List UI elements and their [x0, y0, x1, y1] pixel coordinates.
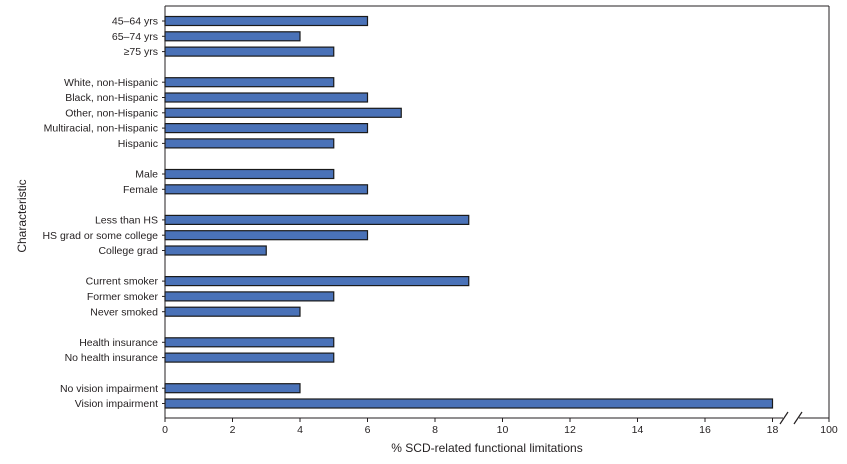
- category-label: White, non-Hispanic: [64, 77, 158, 89]
- x-tick-label: 12: [564, 424, 576, 436]
- category-label: Never smoked: [90, 306, 158, 318]
- bar: [164, 291, 335, 302]
- bar: [164, 31, 301, 42]
- x-tick-label: 8: [432, 424, 438, 436]
- bar: [164, 352, 335, 363]
- bar: [164, 77, 335, 88]
- y-axis-title: Characteristic: [15, 179, 29, 252]
- x-tick-label: 0: [162, 424, 168, 436]
- bar: [164, 276, 470, 287]
- category-label: No health insurance: [65, 352, 159, 364]
- axis-break-mark: [793, 411, 803, 425]
- plot-frame: [162, 5, 830, 425]
- bars: [164, 15, 774, 409]
- x-tick-label: 14: [632, 424, 644, 436]
- bar: [164, 107, 402, 118]
- bar: [164, 230, 369, 241]
- category-label: Health insurance: [79, 337, 158, 349]
- x-tick-label: 6: [365, 424, 371, 436]
- category-label: HS grad or some college: [42, 230, 158, 242]
- x-tick-label: 16: [699, 424, 711, 436]
- category-label: Less than HS: [95, 215, 158, 227]
- bar: [164, 214, 470, 225]
- bar: [164, 138, 335, 149]
- category-labels: 45–64 yrs 65–74 yrs ≥75 yrs White, non-Hisp…: [42, 16, 158, 411]
- category-label: ≥75 yrs: [124, 46, 158, 58]
- bar: [164, 168, 335, 180]
- category-label: Vision impairment: [75, 398, 158, 410]
- x-tick-label: 10: [497, 424, 509, 436]
- category-label: 65–74 yrs: [112, 31, 158, 43]
- category-label: Other, non-Hispanic: [65, 107, 158, 119]
- bar: [164, 383, 301, 394]
- category-label: Hispanic: [118, 138, 158, 150]
- bar: [164, 306, 301, 317]
- axis-break-mark: [779, 411, 789, 425]
- bar: [164, 398, 774, 409]
- bar: [164, 92, 369, 103]
- bar: [164, 15, 369, 27]
- category-label: Former smoker: [87, 291, 159, 303]
- category-label: No vision impairment: [60, 383, 158, 395]
- bar: [164, 245, 267, 256]
- x-tick-label: 4: [297, 424, 303, 436]
- category-label: Multiracial, non-Hispanic: [44, 123, 158, 135]
- category-label: Female: [123, 184, 158, 196]
- category-label: 45–64 yrs: [112, 16, 158, 28]
- bar: [164, 122, 369, 134]
- x-tick-label: 2: [230, 424, 236, 436]
- x-tick-label: 100: [820, 424, 838, 436]
- x-axis: 0 2 4 6 8 10 12 14 16 18 100: [162, 418, 838, 436]
- category-label: College grad: [98, 245, 158, 257]
- x-axis-title: % SCD-related functional limitations: [391, 441, 582, 455]
- category-label: Male: [135, 169, 158, 181]
- bar: [164, 337, 335, 348]
- x-tick-label: 18: [767, 424, 779, 436]
- bar: [164, 46, 335, 57]
- category-label: Current smoker: [86, 276, 159, 288]
- category-label: Black, non-Hispanic: [65, 92, 158, 104]
- bar: [164, 184, 369, 195]
